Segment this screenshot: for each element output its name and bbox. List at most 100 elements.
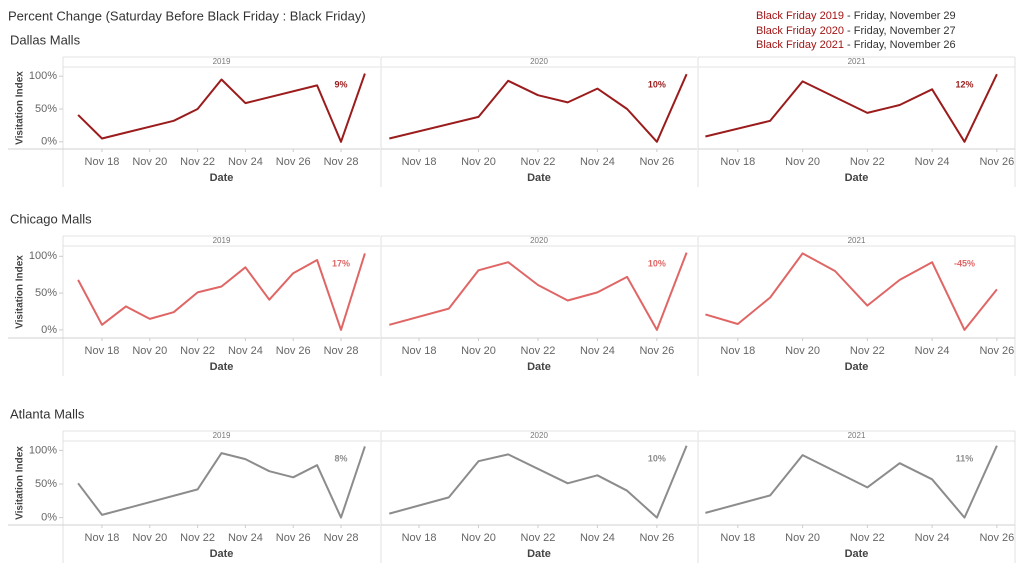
x-axis-label: Date (527, 172, 551, 184)
line (77, 446, 366, 519)
annotation: 9% (335, 79, 348, 89)
x-axis-label: Date (845, 548, 869, 560)
x-tick-label: Nov 28 (324, 532, 359, 544)
note-text: - Friday, November 26 (847, 39, 956, 51)
x-tick-label: Nov 28 (324, 156, 359, 168)
panel-header: 2020 (530, 57, 548, 66)
x-tick-label: Nov 26 (979, 156, 1014, 168)
x-tick-label: Nov 24 (228, 532, 263, 544)
x-tick-label: Nov 26 (276, 345, 311, 357)
annotation: 10% (648, 79, 666, 89)
y-tick-label: 50% (35, 103, 57, 115)
x-tick-label: Nov 20 (132, 156, 167, 168)
line (705, 252, 998, 331)
x-tick-label: Nov 24 (915, 345, 950, 357)
panel-header: 2020 (530, 236, 548, 245)
line (705, 445, 998, 519)
y-tick-label: 100% (29, 250, 57, 262)
x-tick-label: Nov 18 (402, 156, 437, 168)
panel-header: 2019 (213, 236, 231, 245)
x-tick-label: Nov 20 (132, 532, 167, 544)
annotation: 10% (648, 258, 666, 268)
x-tick-label: Nov 24 (580, 532, 615, 544)
x-tick-label: Nov 20 (461, 532, 496, 544)
x-tick-label: Nov 20 (461, 156, 496, 168)
note: Black Friday 2019- Friday, November 29 (756, 10, 956, 22)
note: Black Friday 2021- Friday, November 26 (756, 39, 956, 51)
x-tick-label: Nov 26 (276, 532, 311, 544)
panel-header: 2019 (213, 57, 231, 66)
annotation: 17% (332, 258, 350, 268)
panel-header: 2021 (848, 57, 866, 66)
x-tick-label: Nov 18 (720, 532, 755, 544)
y-axis-label: Visitation Index (15, 255, 26, 329)
y-tick-label: 0% (41, 324, 57, 336)
x-tick-label: Nov 18 (85, 532, 120, 544)
x-axis-label: Date (210, 548, 234, 560)
line (77, 253, 366, 331)
x-tick-label: Nov 24 (915, 156, 950, 168)
note: Black Friday 2020- Friday, November 27 (756, 25, 956, 37)
section-title: Chicago Malls (10, 211, 92, 226)
x-tick-label: Nov 22 (521, 156, 556, 168)
y-tick-label: 100% (29, 444, 57, 456)
x-tick-label: Nov 22 (521, 532, 556, 544)
line (389, 252, 688, 331)
x-tick-label: Nov 26 (276, 156, 311, 168)
x-tick-label: Nov 20 (785, 345, 820, 357)
x-tick-label: Nov 18 (720, 156, 755, 168)
dashboard-title: Percent Change (Saturday Before Black Fr… (8, 8, 366, 23)
x-tick-label: Nov 24 (228, 345, 263, 357)
x-tick-label: Nov 28 (324, 345, 359, 357)
x-tick-label: Nov 24 (228, 156, 263, 168)
x-tick-label: Nov 24 (580, 345, 615, 357)
panel-header: 2020 (530, 431, 548, 440)
annotation: -45% (954, 258, 975, 268)
x-tick-label: Nov 20 (461, 345, 496, 357)
x-axis-label: Date (527, 361, 551, 373)
x-axis-label: Date (845, 172, 869, 184)
x-tick-label: Nov 20 (132, 345, 167, 357)
y-tick-label: 0% (41, 512, 57, 524)
x-tick-label: Nov 18 (85, 156, 120, 168)
x-tick-label: Nov 24 (580, 156, 615, 168)
x-axis-label: Date (845, 361, 869, 373)
x-tick-label: Nov 26 (979, 532, 1014, 544)
line (705, 73, 998, 143)
x-tick-label: Nov 22 (180, 532, 215, 544)
y-axis-label: Visitation Index (15, 446, 26, 520)
note-text: - Friday, November 27 (847, 25, 956, 37)
x-axis-label: Date (210, 361, 234, 373)
x-axis-label: Date (210, 172, 234, 184)
section-title: Atlanta Malls (10, 406, 85, 421)
x-tick-label: Nov 22 (850, 345, 885, 357)
x-tick-label: Nov 20 (785, 532, 820, 544)
x-tick-label: Nov 24 (915, 532, 950, 544)
note-text: - Friday, November 29 (847, 10, 956, 22)
x-tick-label: Nov 18 (720, 345, 755, 357)
note-label: Black Friday 2021 (756, 39, 844, 51)
y-tick-label: 100% (29, 70, 57, 82)
note-label: Black Friday 2019 (756, 10, 844, 22)
x-tick-label: Nov 20 (785, 156, 820, 168)
x-tick-label: Nov 26 (639, 345, 674, 357)
y-axis-label: Visitation Index (15, 71, 26, 145)
x-tick-label: Nov 18 (85, 345, 120, 357)
annotation: 11% (956, 453, 974, 463)
panel-header: 2021 (848, 236, 866, 245)
y-tick-label: 50% (35, 478, 57, 490)
x-tick-label: Nov 26 (639, 532, 674, 544)
annotation: 10% (648, 453, 666, 463)
line (77, 73, 366, 143)
x-tick-label: Nov 18 (402, 532, 437, 544)
x-tick-label: Nov 22 (850, 156, 885, 168)
section-title: Dallas Malls (10, 32, 81, 47)
x-axis-label: Date (527, 548, 551, 560)
x-tick-label: Nov 22 (521, 345, 556, 357)
panel-header: 2019 (213, 431, 231, 440)
line (389, 73, 688, 143)
y-tick-label: 50% (35, 287, 57, 299)
x-tick-label: Nov 22 (180, 156, 215, 168)
